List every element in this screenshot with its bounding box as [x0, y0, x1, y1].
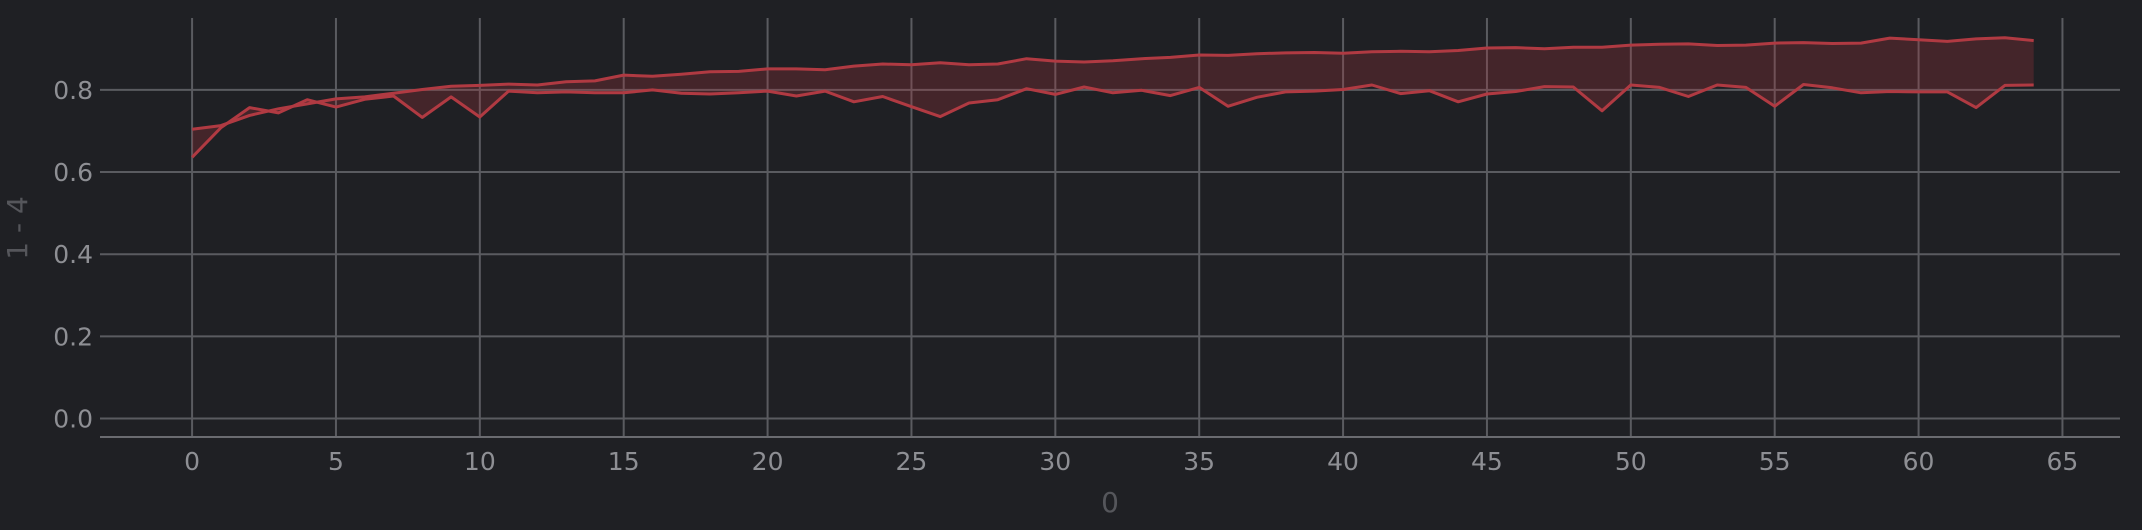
y-tick-label: 0.8: [53, 76, 93, 105]
series-lines: [191, 36, 2034, 159]
series-line-upper: [191, 36, 2034, 131]
x-axis-title: 0: [1101, 486, 1119, 519]
x-tick-label: 20: [752, 447, 784, 476]
x-tick-label: 50: [1615, 447, 1647, 476]
y-axis-title: 1 - 4: [1, 196, 34, 260]
x-tick-labels: 0 5 10 15 20 25 30 35 40 45 50 55 60 65: [184, 447, 2078, 476]
x-tick-label: 15: [608, 447, 640, 476]
x-tick-label: 5: [328, 447, 344, 476]
x-tick-label: 0: [184, 447, 200, 476]
x-tick-label: 55: [1759, 447, 1791, 476]
range-band-area: [192, 37, 2034, 158]
y-tick-label: 0.6: [53, 158, 93, 187]
gridlines: [100, 18, 2120, 437]
x-tick-label: 40: [1327, 447, 1359, 476]
y-tick-label: 0.0: [53, 405, 93, 434]
y-tick-label: 0.4: [53, 240, 93, 269]
x-tick-label: 25: [896, 447, 928, 476]
x-tick-label: 30: [1039, 447, 1071, 476]
y-tick-label: 0.2: [53, 322, 93, 351]
x-tick-label: 60: [1903, 447, 1935, 476]
x-tick-label: 45: [1471, 447, 1503, 476]
x-tick-label: 35: [1183, 447, 1215, 476]
range-band: [192, 37, 2034, 158]
series-line-lower: [191, 83, 2034, 159]
x-tick-label: 10: [464, 447, 496, 476]
y-tick-labels: 0.0 0.2 0.4 0.6 0.8: [53, 76, 93, 434]
x-tick-label: 65: [2047, 447, 2079, 476]
